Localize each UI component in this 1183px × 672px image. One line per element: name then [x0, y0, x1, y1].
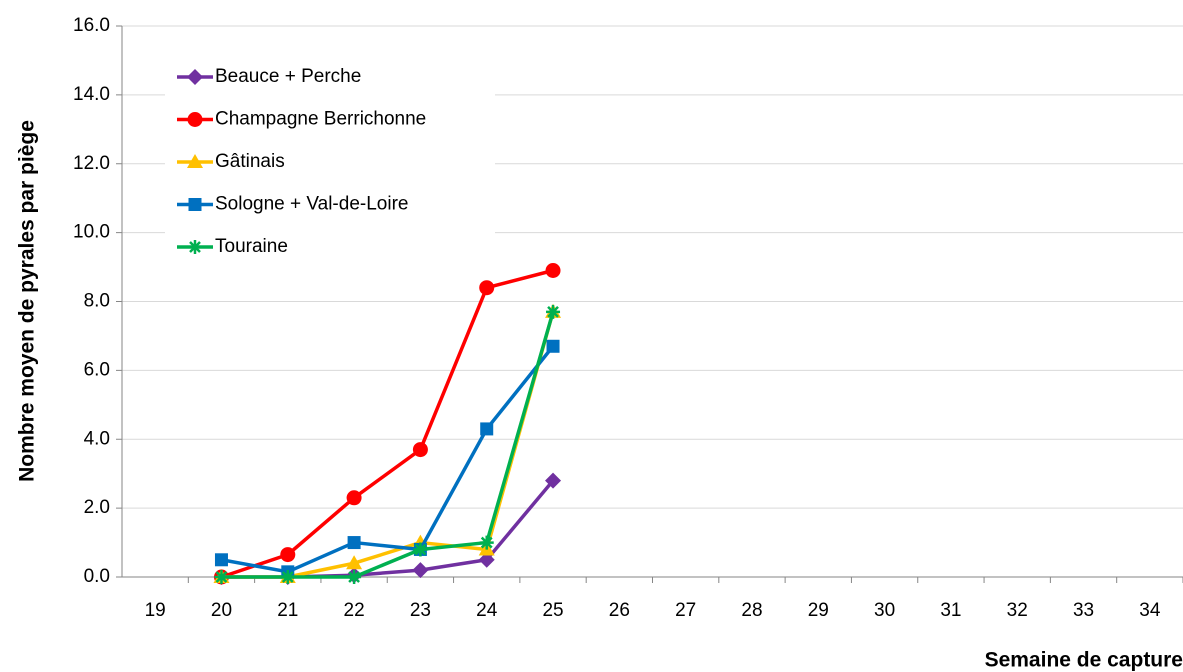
- series-line: [221, 345, 555, 574]
- y-tick-label: 14.0: [73, 84, 110, 105]
- series-line: [221, 311, 555, 579]
- marker: [188, 240, 202, 254]
- x-tick-label: 27: [675, 600, 696, 621]
- x-tick-label: 20: [211, 600, 232, 621]
- marker: [412, 562, 429, 579]
- x-tick-label: 21: [277, 600, 298, 621]
- x-tick-label: 24: [476, 600, 498, 621]
- marker: [214, 553, 228, 567]
- x-tick-label: 22: [344, 600, 365, 621]
- series-line: [220, 268, 554, 579]
- series-line: [221, 311, 555, 579]
- x-tick-label: 30: [874, 600, 895, 621]
- y-tick-label: 4.0: [84, 428, 110, 449]
- marker: [187, 112, 203, 127]
- marker: [347, 570, 362, 584]
- y-tick-label: 12.0: [73, 153, 110, 174]
- marker: [280, 547, 296, 563]
- marker: [545, 472, 562, 489]
- legend-label: Gâtinais: [215, 151, 285, 172]
- y-tick-label: 6.0: [84, 359, 110, 380]
- marker: [478, 551, 495, 568]
- legend-box: [165, 55, 495, 270]
- marker: [546, 339, 560, 353]
- marker: [480, 422, 494, 436]
- x-tick-label: 19: [145, 600, 166, 621]
- marker: [188, 198, 202, 211]
- y-tick-label: 8.0: [84, 291, 110, 312]
- legend-label: Champagne Berrichonne: [215, 109, 426, 130]
- marker: [346, 555, 363, 570]
- marker: [546, 304, 561, 319]
- x-tick-label: 28: [741, 600, 762, 621]
- marker: [187, 69, 203, 85]
- legend-label: Touraine: [215, 236, 288, 257]
- y-axis-title: Nombre moyen de pyrales par piège: [16, 120, 39, 482]
- marker: [347, 536, 361, 550]
- legend-label: Sologne + Val-de-Loire: [215, 194, 408, 215]
- x-tick-label: 25: [542, 600, 563, 621]
- x-tick-label: 29: [808, 600, 829, 621]
- x-tick-label: 31: [940, 600, 961, 621]
- marker: [412, 442, 428, 458]
- x-tick-label: 23: [410, 600, 431, 621]
- marker: [187, 154, 203, 168]
- marker: [214, 570, 229, 584]
- marker: [479, 535, 494, 550]
- marker: [479, 280, 495, 296]
- marker: [346, 490, 362, 506]
- marker: [280, 570, 295, 584]
- x-tick-label: 34: [1139, 600, 1161, 621]
- legend-label: Beauce + Perche: [215, 66, 361, 87]
- marker: [413, 542, 428, 557]
- y-tick-label: 2.0: [84, 497, 110, 518]
- y-tick-label: 10.0: [73, 222, 110, 243]
- x-tick-label: 26: [609, 600, 630, 621]
- marker: [545, 263, 561, 279]
- x-tick-label: 32: [1007, 600, 1028, 621]
- x-tick-label: 33: [1073, 600, 1094, 621]
- x-axis-title: Semaine de capture: [985, 649, 1183, 672]
- y-tick-label: 0.0: [84, 566, 110, 587]
- y-tick-label: 16.0: [73, 15, 110, 36]
